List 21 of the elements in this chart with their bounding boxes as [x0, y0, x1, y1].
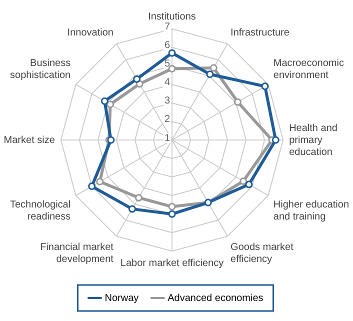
y-tick-label: 4	[164, 77, 170, 88]
spoke-label: Technological readiness	[10, 199, 71, 222]
y-tick-label: 6	[164, 40, 170, 52]
spoke-label: Macroeconomic environment	[273, 58, 344, 82]
legend-label: Norway	[104, 292, 139, 304]
y-tick-label: 1	[164, 132, 170, 144]
spoke-label: Innovation	[67, 27, 114, 38]
spoke-label: Business sophistication	[10, 58, 71, 82]
spoke-label: Market size	[4, 134, 56, 146]
spoke-label: Institutions	[148, 12, 196, 23]
y-tick-label: 3	[164, 96, 170, 107]
spoke-label: Infrastructure	[230, 27, 290, 38]
spoke-label: Health and primary education	[289, 122, 338, 158]
y-tick-label: 5	[164, 58, 170, 70]
spoke-label: Goods market efficiency	[230, 242, 294, 266]
legend-label: Advanced economies	[168, 292, 264, 304]
y-tick-label: 7	[164, 22, 170, 33]
y-tick-label: 2	[164, 114, 170, 126]
spoke-label: Financial market development	[40, 242, 114, 266]
spoke-label: Labor market efficiency	[120, 258, 224, 269]
spoke-label: Higher education and training	[273, 199, 350, 222]
